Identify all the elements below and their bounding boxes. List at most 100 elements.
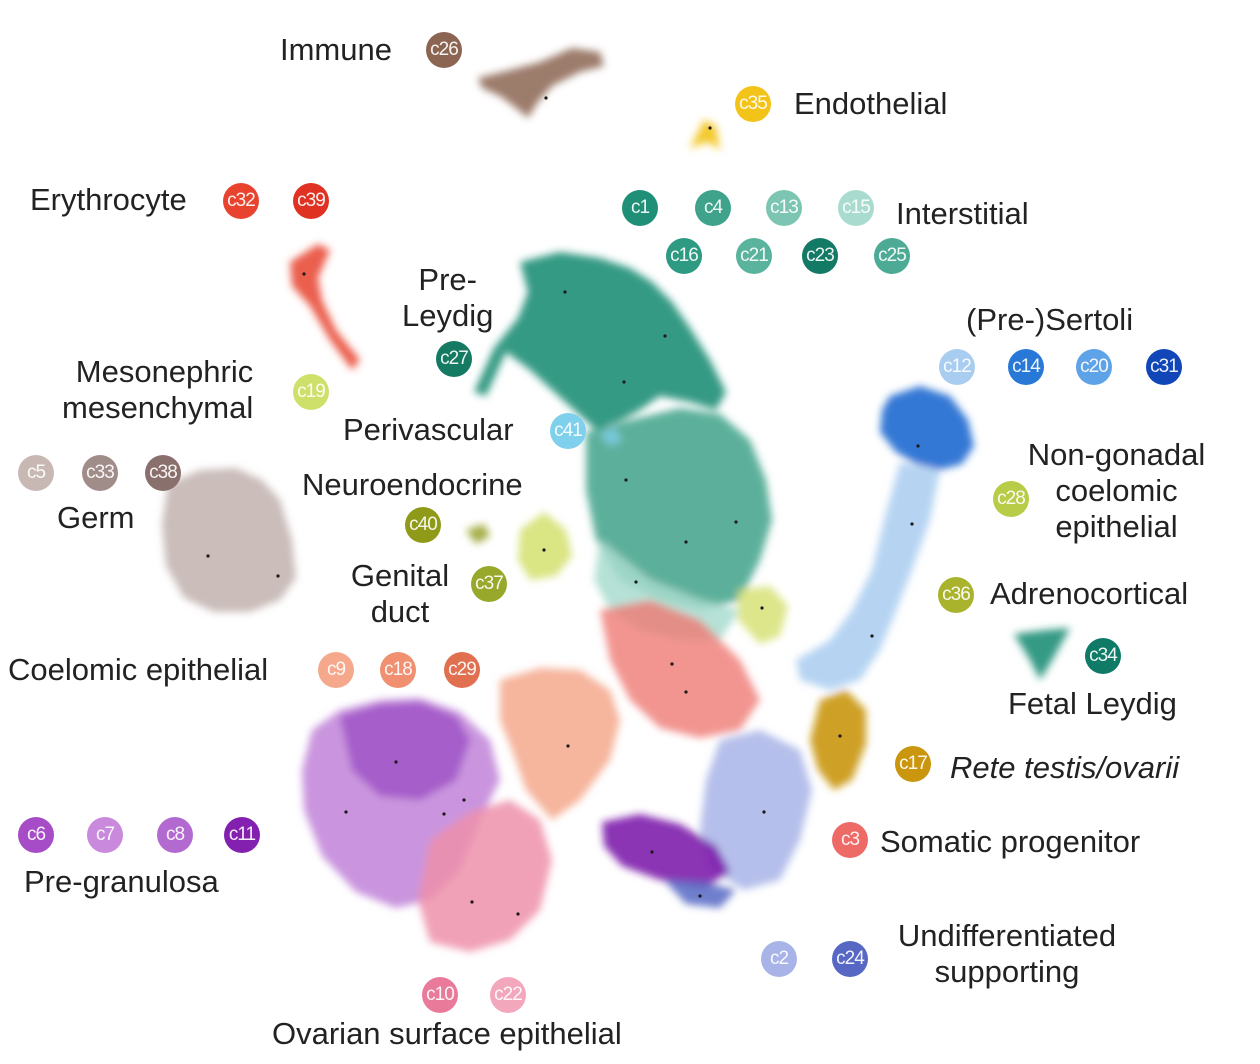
badge-c14: c14 xyxy=(1008,349,1044,385)
cluster-centroid-dot xyxy=(670,662,674,666)
cluster-centroid-dot xyxy=(734,520,738,524)
badge-c24: c24 xyxy=(832,941,868,977)
cluster-centroid-dot xyxy=(708,126,712,130)
region-granulosa-dark xyxy=(340,702,470,800)
badge-c28: c28 xyxy=(993,481,1029,517)
badge-c38: c38 xyxy=(145,455,181,491)
badge-c35: c35 xyxy=(735,86,771,122)
label-coelomic: Coelomic epithelial xyxy=(8,652,269,687)
cluster-centroid-dot xyxy=(622,380,626,384)
badge-c22: c22 xyxy=(490,977,526,1013)
region-rete xyxy=(810,690,866,790)
cluster-centroid-dot xyxy=(663,334,667,338)
label-rete: Rete testis/ovarii xyxy=(950,750,1180,785)
region-somatic xyxy=(600,600,760,738)
cluster-centroid-dot xyxy=(684,690,688,694)
badge-c40: c40 xyxy=(405,507,441,543)
cluster-centroid-dot xyxy=(916,444,920,448)
badge-c18: c18 xyxy=(380,652,416,688)
badge-c20: c20 xyxy=(1076,349,1112,385)
badge-c29: c29 xyxy=(444,652,480,688)
label-perivascular: Perivascular xyxy=(343,412,514,447)
cluster-centroid-dot xyxy=(624,478,628,482)
region-interstitial-mid xyxy=(586,408,772,610)
cluster-centroids xyxy=(206,96,920,916)
badge-c16: c16 xyxy=(666,238,702,274)
region-coelomic xyxy=(500,668,620,820)
badge-c17: c17 xyxy=(895,746,931,782)
cluster-centroid-dot xyxy=(394,760,398,764)
cluster-centroid-dot xyxy=(910,522,914,526)
region-sertoli-dark xyxy=(880,386,974,470)
label-neuroendocrine: Neuroendocrine xyxy=(302,467,523,502)
cluster-centroid-dot xyxy=(470,900,474,904)
region-mesonephric-2 xyxy=(738,586,788,644)
cluster-centroid-dot xyxy=(516,912,520,916)
badge-c23: c23 xyxy=(802,238,838,274)
cluster-centroid-dot xyxy=(870,634,874,638)
cluster-centroid-dot xyxy=(634,580,638,584)
badge-c1: c1 xyxy=(622,190,658,226)
label-mesonephric: Mesonephric mesenchymal xyxy=(62,354,254,425)
label-pre-leydig: Pre- Leydig xyxy=(402,262,494,333)
cluster-centroid-dot xyxy=(650,850,654,854)
label-germ: Germ xyxy=(57,500,135,535)
cluster-centroid-dot xyxy=(276,574,280,578)
badge-c39: c39 xyxy=(293,183,329,219)
cluster-centroid-dot xyxy=(838,734,842,738)
label-erythrocyte: Erythrocyte xyxy=(30,182,187,217)
cluster-centroid-dot xyxy=(698,894,702,898)
badge-c11: c11 xyxy=(224,817,260,853)
label-interstitial: Interstitial xyxy=(896,196,1029,231)
cluster-regions xyxy=(162,48,1070,952)
badge-c2: c2 xyxy=(761,941,797,977)
badge-c12: c12 xyxy=(939,349,975,385)
cluster-centroid-dot xyxy=(542,548,546,552)
label-pre-granulosa: Pre-granulosa xyxy=(24,864,219,899)
region-neuroendocrine xyxy=(466,524,490,544)
cluster-centroid-dot xyxy=(566,744,570,748)
label-somatic: Somatic progenitor xyxy=(880,824,1141,859)
badge-c13: c13 xyxy=(766,190,802,226)
region-undiff-dark xyxy=(664,880,736,908)
badge-c6: c6 xyxy=(18,817,54,853)
region-immune xyxy=(478,48,604,118)
cluster-centroid-dot xyxy=(760,606,764,610)
badge-c36: c36 xyxy=(938,577,974,613)
badge-c25: c25 xyxy=(874,238,910,274)
region-sertoli-light xyxy=(796,462,940,690)
label-endothelial: Endothelial xyxy=(794,86,948,121)
badge-c4: c4 xyxy=(695,190,731,226)
badge-c37: c37 xyxy=(471,566,507,602)
region-granulosa-deep xyxy=(602,814,730,888)
badge-c9: c9 xyxy=(318,652,354,688)
badge-c27: c27 xyxy=(436,341,472,377)
region-germ xyxy=(162,468,296,612)
cluster-centroid-dot xyxy=(206,554,210,558)
badge-c7: c7 xyxy=(87,817,123,853)
badge-c41: c41 xyxy=(550,413,586,449)
badge-c26: c26 xyxy=(426,32,462,68)
label-adrenocortical: Adrenocortical xyxy=(990,576,1189,611)
label-genital-duct: Genital duct xyxy=(350,558,450,629)
cluster-centroid-dot xyxy=(684,540,688,544)
badge-c5: c5 xyxy=(18,455,54,491)
region-perivascular xyxy=(600,428,622,446)
badge-c10: c10 xyxy=(422,977,458,1013)
cluster-centroid-dot xyxy=(462,798,466,802)
region-undiff xyxy=(700,730,812,890)
badge-c19: c19 xyxy=(293,374,329,410)
label-immune: Immune xyxy=(280,32,392,67)
cluster-centroid-dot xyxy=(344,810,348,814)
badge-c34: c34 xyxy=(1085,638,1121,674)
cluster-centroid-dot xyxy=(442,812,446,816)
region-erythrocyte xyxy=(290,244,360,370)
label-non-gonadal: Non-gonadal coelomic epithelial xyxy=(1027,437,1206,544)
badge-c21: c21 xyxy=(736,238,772,274)
badge-c33: c33 xyxy=(82,455,118,491)
label-ovarian: Ovarian surface epithelial xyxy=(272,1016,622,1051)
badge-c32: c32 xyxy=(223,183,259,219)
badge-c31: c31 xyxy=(1146,349,1182,385)
badge-c8: c8 xyxy=(157,817,193,853)
